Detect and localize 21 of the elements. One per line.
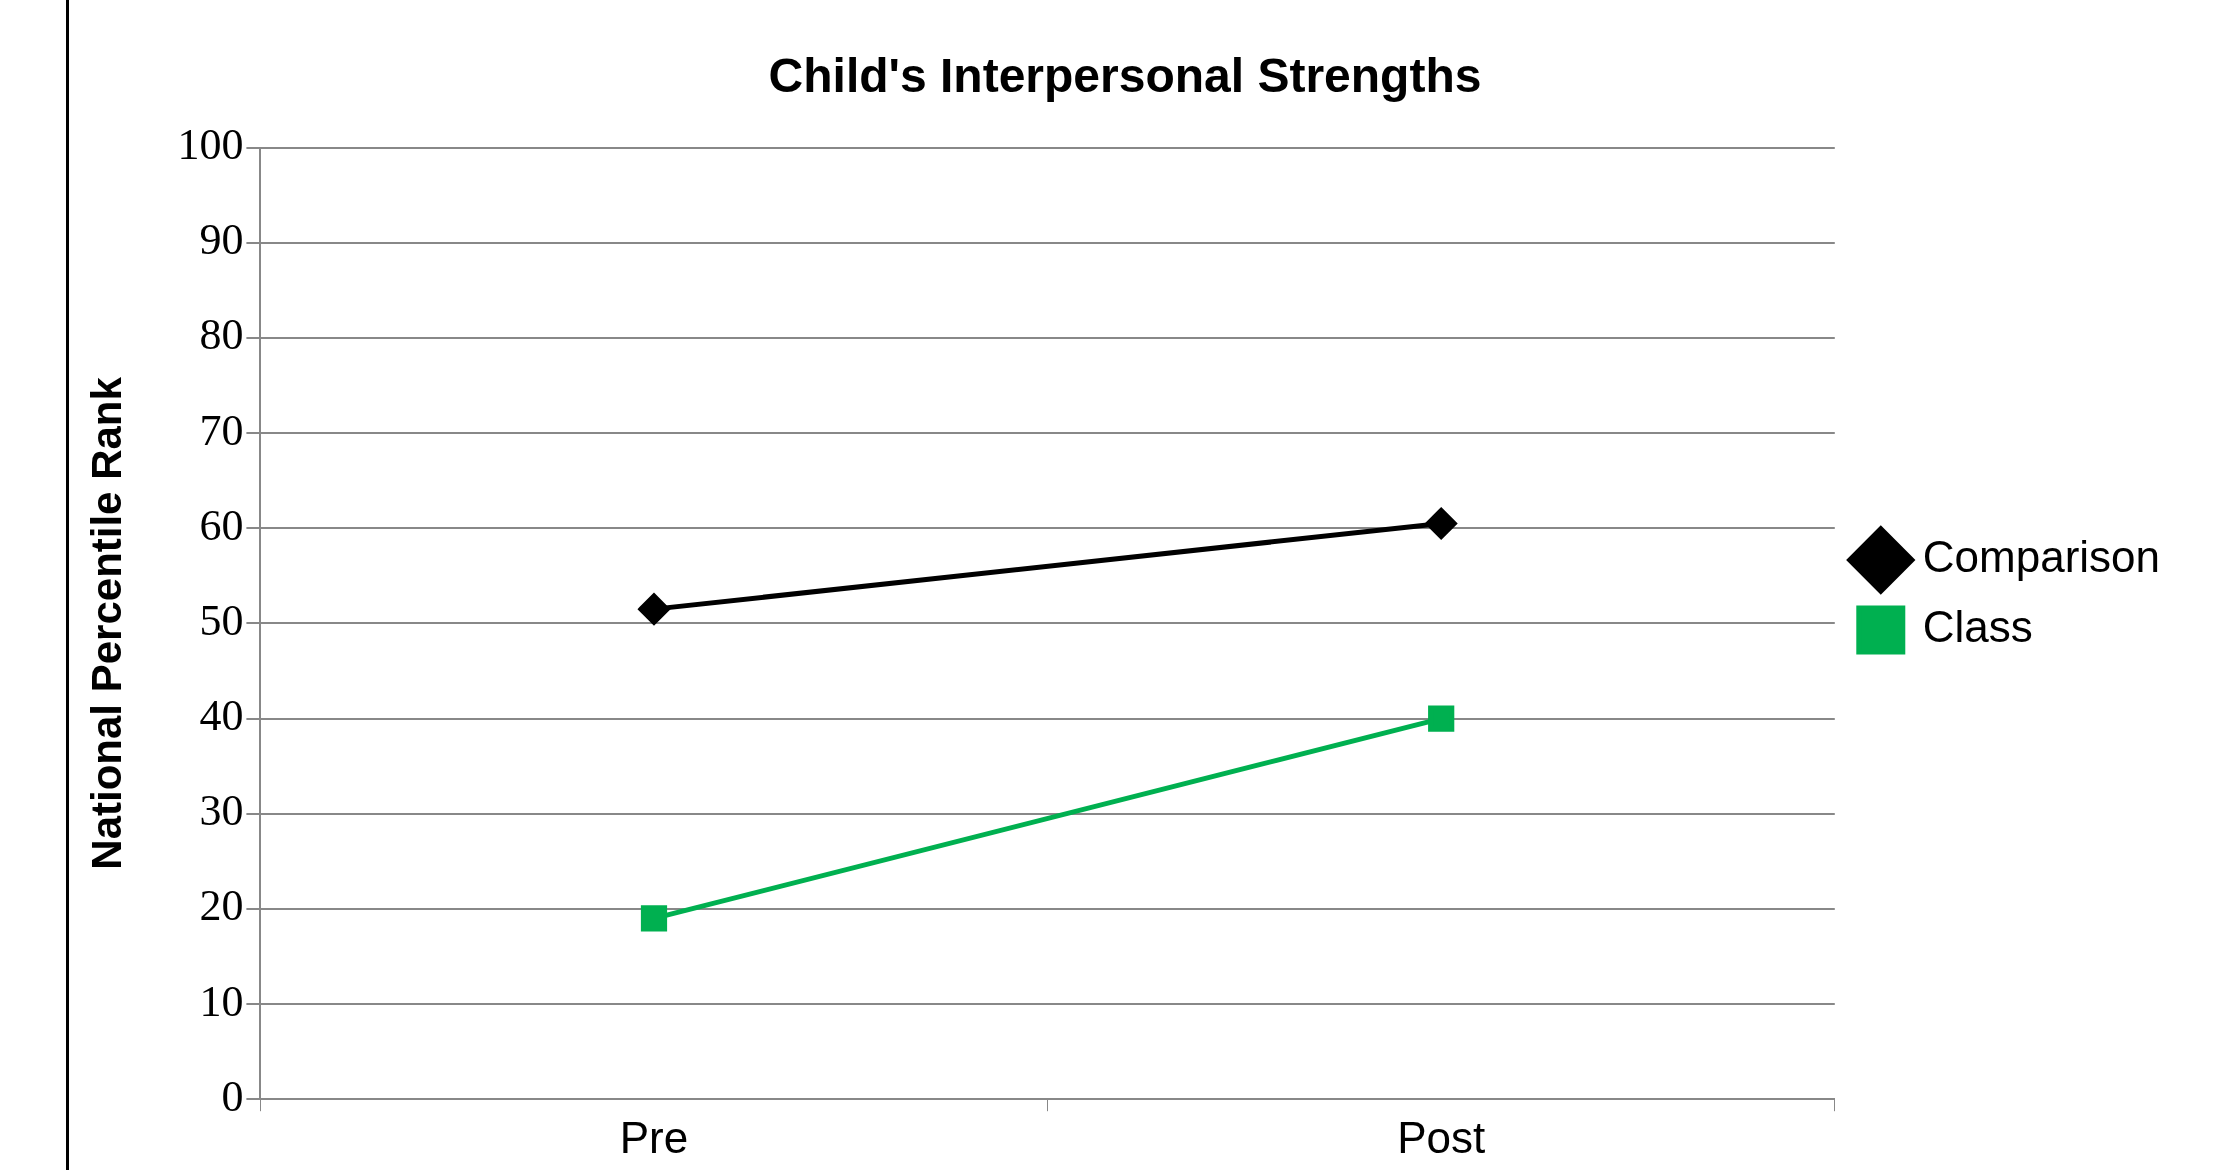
y-tick-label: 10 (199, 976, 244, 1026)
chart-title: Child's Interpersonal Strengths (768, 49, 1482, 103)
y-tick-label: 40 (199, 691, 244, 741)
y-tick-label: 80 (199, 310, 244, 360)
point (1425, 507, 1457, 539)
x-tick-label: Post (1397, 1112, 1486, 1162)
point (640, 905, 668, 932)
y-tick-label: 60 (199, 500, 244, 550)
y-tick-label: 0 (221, 1071, 244, 1121)
x-tick-label: Pre (619, 1112, 689, 1162)
y-tick-label: 90 (199, 215, 244, 265)
y-tick-label: 20 (199, 881, 244, 931)
y-axis-title: National Percentile Rank (82, 376, 130, 870)
point (1428, 705, 1455, 732)
y-tick-label: 100 (177, 120, 244, 170)
legend-label: Comparison (1922, 532, 2161, 582)
y-tick-label: 50 (199, 595, 244, 645)
point (638, 593, 670, 625)
y-tick-label: 70 (199, 405, 244, 455)
legend-label: Class (1922, 602, 2033, 652)
y-tick-label: 30 (199, 786, 244, 836)
